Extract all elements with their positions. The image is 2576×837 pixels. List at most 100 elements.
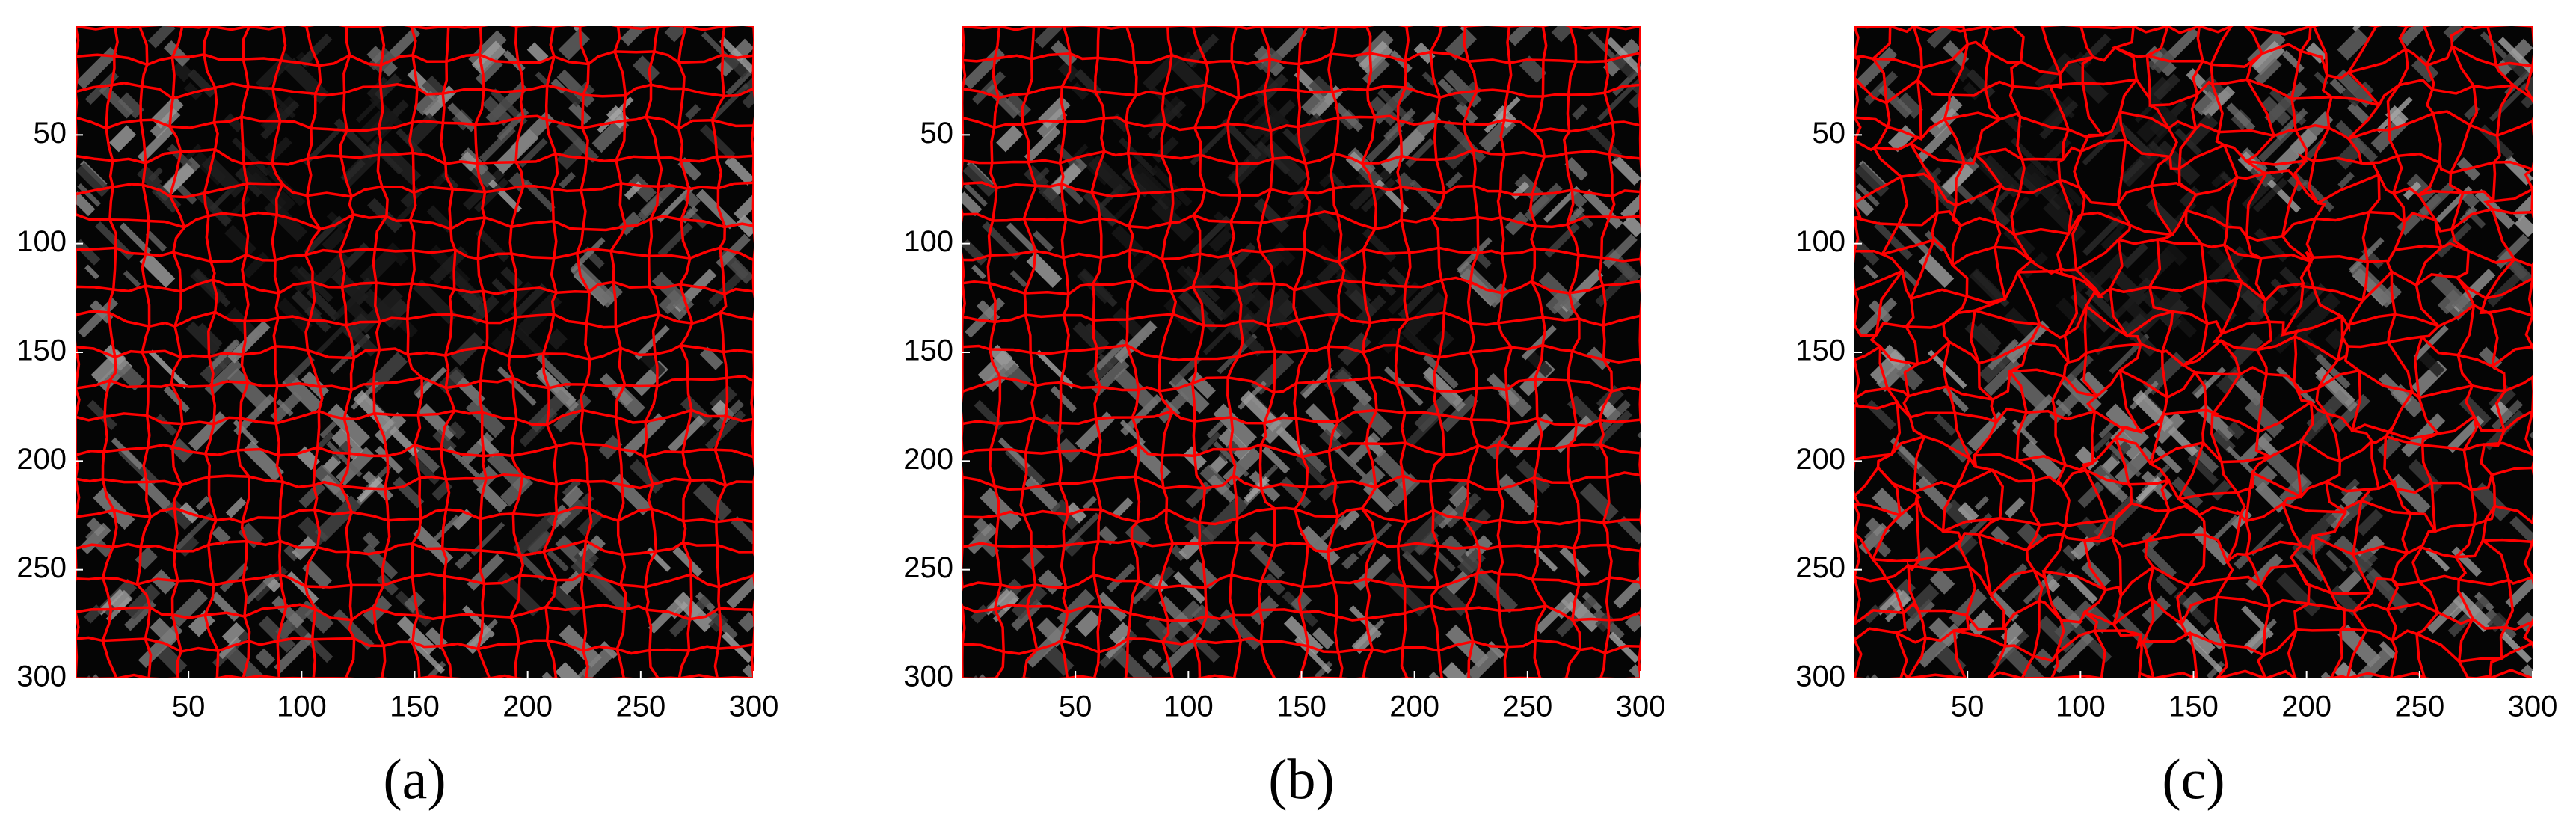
texture xyxy=(145,230,167,252)
texture xyxy=(2352,26,2372,32)
texture xyxy=(2306,389,2349,432)
x-tick-label: 50 xyxy=(172,690,206,723)
texture xyxy=(1916,476,1953,514)
texture xyxy=(1969,268,2005,304)
texture xyxy=(111,589,133,613)
texture xyxy=(515,550,547,582)
texture xyxy=(2389,473,2431,516)
texture xyxy=(2254,58,2282,86)
texture xyxy=(262,107,286,131)
texture xyxy=(413,525,454,566)
segment-boundary xyxy=(2041,26,2079,678)
x-tick-label: 50 xyxy=(1059,690,1092,723)
texture xyxy=(1962,82,1982,101)
texture xyxy=(2050,595,2083,628)
texture xyxy=(316,320,351,355)
texture xyxy=(1358,40,1393,76)
texture xyxy=(2062,545,2079,562)
texture xyxy=(586,568,631,613)
texture xyxy=(148,167,164,183)
texture xyxy=(2340,478,2360,497)
texture xyxy=(369,141,404,175)
texture xyxy=(1202,320,1238,355)
texture xyxy=(1433,549,1456,572)
texture xyxy=(426,205,455,233)
texture xyxy=(204,358,243,396)
texture xyxy=(298,516,328,547)
texture xyxy=(724,155,754,186)
texture xyxy=(1341,552,1359,570)
texture xyxy=(571,492,594,517)
texture xyxy=(692,482,732,522)
texture xyxy=(274,632,315,674)
texture xyxy=(1106,563,1136,592)
texture xyxy=(2296,292,2341,337)
texture xyxy=(139,252,176,288)
texture xyxy=(1497,473,1539,516)
texture xyxy=(555,662,600,678)
texture xyxy=(1587,124,1623,160)
texture xyxy=(1445,624,1489,668)
texture xyxy=(2121,242,2148,269)
texture xyxy=(1865,674,1895,678)
texture xyxy=(556,120,599,163)
texture xyxy=(2521,72,2533,109)
texture xyxy=(2163,242,2188,266)
texture xyxy=(2326,549,2348,572)
texture xyxy=(1384,572,1429,617)
texture xyxy=(326,403,370,448)
texture xyxy=(1974,495,1990,511)
texture xyxy=(117,363,145,391)
texture xyxy=(1864,530,1892,558)
segment-boundary xyxy=(1019,26,1039,678)
texture xyxy=(1534,598,1570,634)
image xyxy=(76,26,754,678)
texture xyxy=(1263,140,1309,186)
texture xyxy=(1121,165,1153,197)
y-tick-label: 250 xyxy=(16,551,67,584)
y-tick-label: 50 xyxy=(1813,117,1846,150)
texture xyxy=(536,353,572,390)
segment-boundary xyxy=(2176,26,2209,678)
texture xyxy=(725,58,754,96)
texture xyxy=(137,126,174,163)
segment-boundary xyxy=(643,26,663,678)
texture xyxy=(2254,227,2289,263)
y-tick-label: 150 xyxy=(903,334,953,367)
texture xyxy=(574,675,602,678)
texture xyxy=(1564,157,1589,181)
texture xyxy=(117,92,144,119)
texture xyxy=(276,399,294,417)
texture xyxy=(1213,403,1257,448)
texture xyxy=(2071,536,2096,561)
x-tick-label: 100 xyxy=(2056,690,2106,723)
texture xyxy=(2244,397,2285,438)
texture xyxy=(1874,221,1913,260)
texture xyxy=(986,84,1021,119)
texture xyxy=(1208,474,1237,503)
texture xyxy=(2148,141,2183,175)
texture xyxy=(2332,393,2370,432)
texture xyxy=(1062,512,1101,551)
texture xyxy=(331,441,353,462)
segment-boundary xyxy=(1124,26,1141,678)
texture xyxy=(1313,515,1347,548)
texture xyxy=(2010,137,2050,177)
texture xyxy=(84,675,109,678)
x-tick-label: 200 xyxy=(1389,690,1439,723)
texture xyxy=(283,58,330,104)
texture xyxy=(1854,46,1898,90)
texture xyxy=(384,27,421,64)
texture xyxy=(971,264,986,280)
texture xyxy=(2487,269,2524,307)
texture xyxy=(238,522,265,548)
texture xyxy=(298,481,326,509)
texture xyxy=(559,171,576,189)
texture xyxy=(150,569,176,595)
texture xyxy=(1473,568,1518,613)
segment-boundary xyxy=(541,26,559,678)
texture xyxy=(1114,320,1158,364)
texture xyxy=(1876,363,1905,393)
texture xyxy=(2491,399,2524,432)
